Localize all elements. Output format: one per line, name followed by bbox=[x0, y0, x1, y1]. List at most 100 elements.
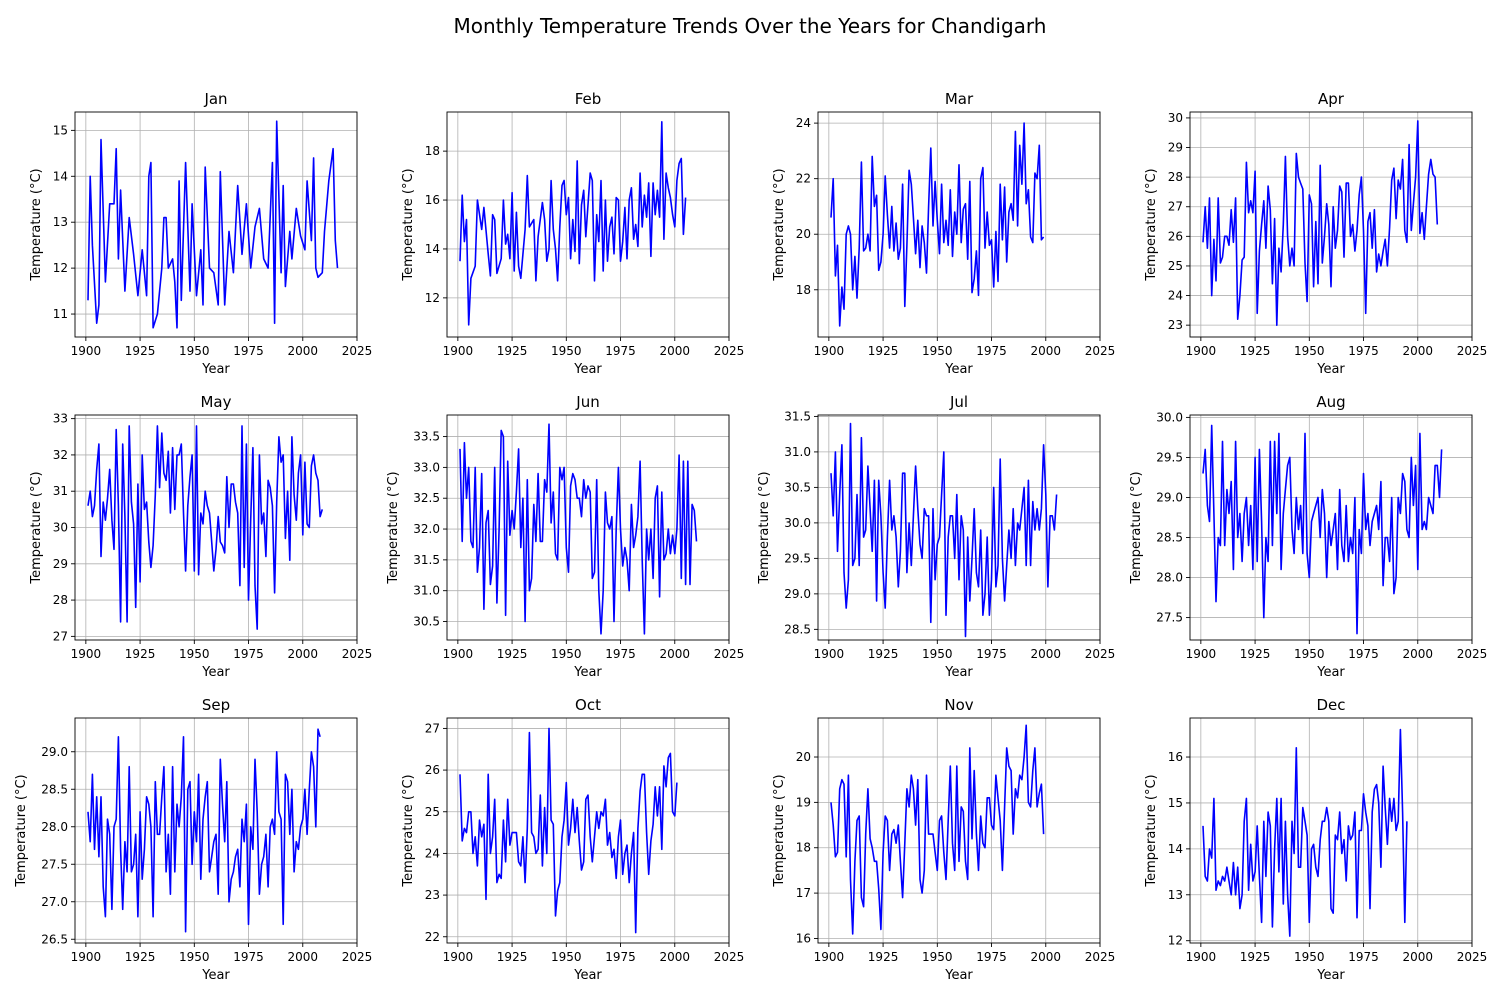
x-tick-label: 1950 bbox=[179, 950, 210, 964]
series-line-oct bbox=[459, 727, 678, 934]
axes-frame bbox=[446, 414, 730, 641]
subplot-mar: 1900 1925 1950 1975 2000 2025 18 20 22 24 Mar Year T… bbox=[772, 90, 1115, 377]
y-tick-label: 18 bbox=[425, 144, 440, 158]
x-axis-label: Year bbox=[944, 968, 973, 983]
y-tick-label: 27.0 bbox=[41, 895, 68, 909]
x-axis-label: Year bbox=[1316, 968, 1345, 983]
y-tick-label: 13 bbox=[1168, 888, 1183, 902]
x-tick-label: 1900 bbox=[1186, 950, 1217, 964]
x-tick-label: 2000 bbox=[287, 950, 318, 964]
subplot-dec: 1900 1925 1950 1975 2000 2025 12 13 14 15 16 Dec Yea… bbox=[1144, 696, 1487, 983]
x-tick-label: 1975 bbox=[976, 950, 1007, 964]
x-tick-label: 1950 bbox=[922, 950, 953, 964]
y-tick-label: 27 bbox=[1168, 200, 1183, 214]
y-axis-label: Temperature (°C) bbox=[401, 168, 416, 281]
series-line-aug bbox=[1202, 424, 1443, 635]
y-tick-label: 22 bbox=[796, 172, 811, 186]
y-tick-label: 24 bbox=[425, 846, 440, 860]
x-tick-label: 1900 bbox=[1186, 344, 1217, 358]
x-tick-label: 2000 bbox=[659, 344, 690, 358]
y-tick-label: 31.0 bbox=[413, 584, 440, 598]
y-tick-label: 26.5 bbox=[41, 932, 68, 946]
y-tick-label: 28.0 bbox=[1156, 571, 1183, 585]
x-tick-label: 1900 bbox=[443, 950, 474, 964]
x-tick-label: 1950 bbox=[551, 647, 582, 661]
y-tick-label: 16 bbox=[796, 931, 811, 945]
x-tick-label: 2000 bbox=[1402, 344, 1433, 358]
y-tick-label: 17 bbox=[796, 886, 811, 900]
y-tick-label: 13 bbox=[53, 215, 68, 229]
x-tick-label: 1950 bbox=[922, 647, 953, 661]
y-axis-label: Temperature (°C) bbox=[757, 471, 772, 584]
y-tick-label: 33 bbox=[53, 412, 68, 426]
x-tick-label: 2025 bbox=[714, 344, 745, 358]
x-tick-label: 1925 bbox=[497, 344, 528, 358]
y-tick-label: 23 bbox=[425, 888, 440, 902]
x-tick-label: 1975 bbox=[233, 647, 264, 661]
subplot-nov: 1900 1925 1950 1975 2000 2025 16 17 18 19 20 Nov Yea… bbox=[772, 696, 1115, 983]
x-tick-label: 1900 bbox=[1186, 647, 1217, 661]
x-tick-label: 1925 bbox=[125, 950, 156, 964]
x-tick-label: 1925 bbox=[868, 344, 899, 358]
y-tick-label: 20 bbox=[796, 750, 811, 764]
axes-frame bbox=[74, 717, 358, 944]
x-tick-label: 2025 bbox=[1457, 950, 1488, 964]
y-tick-label: 23 bbox=[1168, 318, 1183, 332]
x-tick-label: 1900 bbox=[443, 344, 474, 358]
x-tick-label: 1975 bbox=[605, 344, 636, 358]
x-tick-label: 2025 bbox=[714, 950, 745, 964]
y-axis-label: Temperature (°C) bbox=[29, 471, 44, 584]
series-line-sep bbox=[87, 728, 321, 933]
y-tick-label: 16 bbox=[425, 193, 440, 207]
x-tick-label: 2000 bbox=[1030, 647, 1061, 661]
y-axis-label: Temperature (°C) bbox=[1144, 168, 1159, 281]
x-tick-label: 2025 bbox=[1085, 950, 1116, 964]
y-tick-label: 29 bbox=[53, 557, 68, 571]
subplot-jan: 1900 1925 1950 1975 2000 2025 11 12 13 14 15 Jan Yea… bbox=[29, 90, 372, 377]
y-tick-label: 18 bbox=[796, 283, 811, 297]
series-line-jun bbox=[459, 423, 698, 635]
x-tick-label: 2025 bbox=[342, 950, 373, 964]
subplot-title-sep: Sep bbox=[202, 696, 230, 714]
x-tick-label: 2025 bbox=[714, 647, 745, 661]
y-axis-label: Temperature (°C) bbox=[29, 168, 44, 281]
x-tick-label: 1925 bbox=[868, 950, 899, 964]
x-tick-label: 1975 bbox=[1348, 950, 1379, 964]
axes-frame bbox=[1189, 111, 1473, 338]
subplot-title-oct: Oct bbox=[575, 696, 601, 714]
x-axis-label: Year bbox=[944, 665, 973, 680]
y-tick-label: 32.5 bbox=[413, 491, 440, 505]
series-line-feb bbox=[459, 121, 687, 326]
x-tick-label: 1950 bbox=[551, 344, 582, 358]
y-tick-label: 27.5 bbox=[41, 857, 68, 871]
y-tick-label: 11 bbox=[53, 307, 68, 321]
y-tick-label: 14 bbox=[425, 242, 440, 256]
subplot-oct: 1900 1925 1950 1975 2000 2025 22 23 24 25 26 27 Oct Y… bbox=[401, 696, 744, 983]
y-tick-label: 27.5 bbox=[1156, 611, 1183, 625]
x-tick-label: 1950 bbox=[1294, 647, 1325, 661]
x-tick-label: 2000 bbox=[659, 647, 690, 661]
y-tick-label: 33.0 bbox=[413, 460, 440, 474]
y-tick-label: 28.5 bbox=[784, 622, 811, 636]
y-tick-label: 26 bbox=[425, 763, 440, 777]
y-axis-label: Temperature (°C) bbox=[772, 168, 787, 281]
x-tick-label: 1950 bbox=[179, 344, 210, 358]
y-tick-label: 19 bbox=[796, 795, 811, 809]
y-tick-label: 26 bbox=[1168, 229, 1183, 243]
x-axis-label: Year bbox=[573, 362, 602, 377]
y-tick-label: 31.0 bbox=[784, 445, 811, 459]
y-tick-label: 28.0 bbox=[41, 820, 68, 834]
x-tick-label: 1975 bbox=[605, 950, 636, 964]
subplot-jun: 1900 1925 1950 1975 2000 2025 30.5 31.0 31.5 32.0… bbox=[386, 393, 744, 680]
y-tick-label: 14 bbox=[53, 169, 68, 183]
x-tick-label: 1900 bbox=[443, 647, 474, 661]
y-tick-label: 28 bbox=[1168, 170, 1183, 184]
subplot-sep: 1900 1925 1950 1975 2000 2025 26.5 27.0 27.5 28.0… bbox=[14, 696, 372, 983]
y-tick-label: 30 bbox=[1168, 111, 1183, 125]
x-tick-label: 2000 bbox=[1402, 647, 1433, 661]
y-tick-label: 27 bbox=[53, 629, 68, 643]
y-tick-label: 30.5 bbox=[413, 615, 440, 629]
subplot-title-aug: Aug bbox=[1316, 393, 1345, 411]
axes-frame bbox=[446, 717, 730, 944]
